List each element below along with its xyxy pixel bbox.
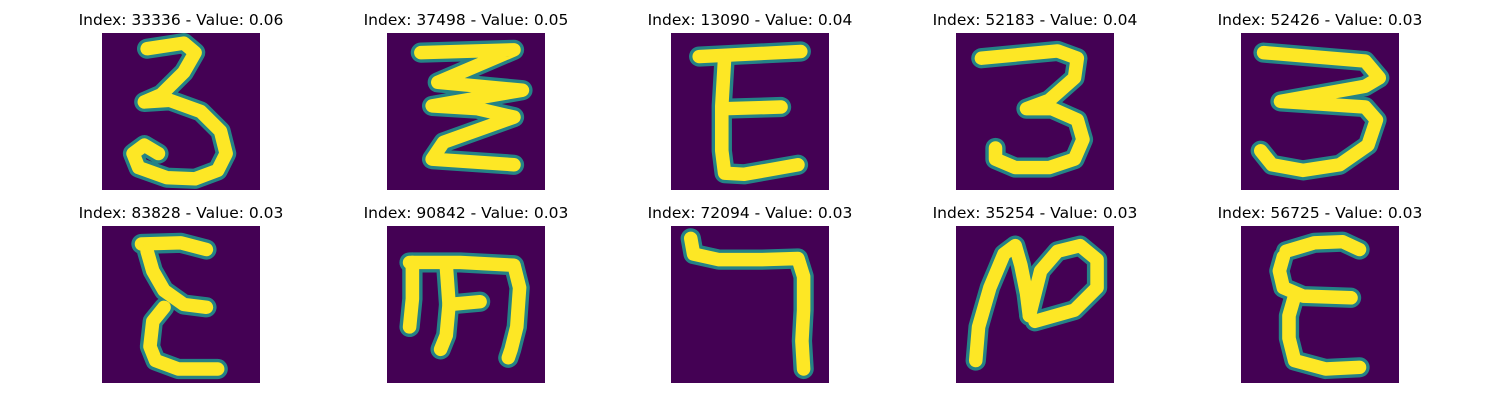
panel-title: Index: 33336 - Value: 0.06	[78, 11, 284, 29]
sample-panel: Index: 33336 - Value: 0.06	[61, 10, 301, 195]
panel-title: Index: 72094 - Value: 0.03	[647, 204, 853, 222]
sample-panel: Index: 52183 - Value: 0.04	[915, 10, 1155, 195]
handwritten-glyph-image	[102, 226, 260, 383]
handwritten-glyph-image	[1241, 226, 1399, 383]
sample-panel: Index: 90842 - Value: 0.03	[346, 203, 586, 388]
handwritten-glyph-image	[102, 33, 260, 190]
sample-panel: Index: 72094 - Value: 0.03	[630, 203, 870, 388]
panel-title: Index: 35254 - Value: 0.03	[932, 204, 1138, 222]
panel-title: Index: 83828 - Value: 0.03	[78, 204, 284, 222]
sample-panel: Index: 83828 - Value: 0.03	[61, 203, 301, 388]
sample-panel: Index: 35254 - Value: 0.03	[915, 203, 1155, 388]
handwritten-glyph-image	[387, 226, 545, 383]
panel-title: Index: 90842 - Value: 0.03	[363, 204, 569, 222]
panel-title: Index: 37498 - Value: 0.05	[363, 11, 569, 29]
sample-panel: Index: 52426 - Value: 0.03	[1200, 10, 1440, 195]
handwritten-glyph-image	[1241, 33, 1399, 190]
sample-panel: Index: 37498 - Value: 0.05	[346, 10, 586, 195]
panel-title: Index: 52426 - Value: 0.03	[1217, 11, 1423, 29]
panel-title: Index: 52183 - Value: 0.04	[932, 11, 1138, 29]
handwritten-glyph-image	[956, 33, 1114, 190]
handwritten-glyph-image	[671, 33, 829, 190]
handwritten-glyph-image	[671, 226, 829, 383]
sample-panel: Index: 56725 - Value: 0.03	[1200, 203, 1440, 388]
panel-title: Index: 13090 - Value: 0.04	[647, 11, 853, 29]
sample-panel: Index: 13090 - Value: 0.04	[630, 10, 870, 195]
handwritten-glyph-image	[387, 33, 545, 190]
handwritten-glyph-image	[956, 226, 1114, 383]
panel-title: Index: 56725 - Value: 0.03	[1217, 204, 1423, 222]
